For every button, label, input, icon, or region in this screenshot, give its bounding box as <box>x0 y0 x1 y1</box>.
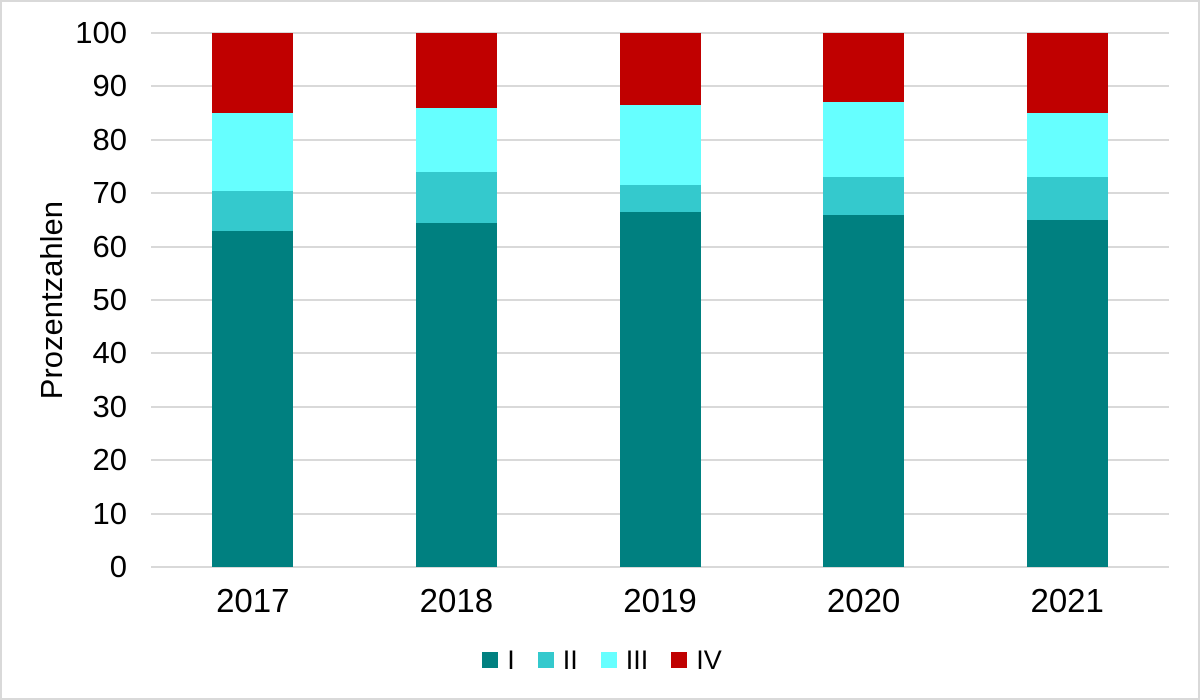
bar-2018-segment-IV <box>415 33 497 108</box>
legend-item-IV: IV <box>671 645 722 675</box>
x-axis-line <box>151 566 1169 568</box>
bar-2021-segment-IV <box>1026 33 1108 113</box>
legend-label-I: I <box>507 645 515 675</box>
bar-2017-segment-I <box>212 231 294 567</box>
bar-2017-segment-III <box>212 113 294 191</box>
legend-item-II: II <box>537 645 578 675</box>
bar-2020-segment-IV <box>823 33 905 102</box>
y-tick-label-40: 40 <box>92 335 127 370</box>
bar-2019-segment-II <box>619 185 701 212</box>
bar-2020-segment-I <box>823 215 905 567</box>
bar-2017-segment-II <box>212 191 294 231</box>
bar-2017-segment-IV <box>212 33 294 113</box>
y-tick-label-10: 10 <box>92 496 127 531</box>
y-tick-label-60: 60 <box>92 229 127 264</box>
bar-2020-segment-II <box>823 177 905 215</box>
x-tick-label-2021: 2021 <box>1030 582 1104 619</box>
bar-2019-segment-I <box>619 212 701 567</box>
bar-2021-segment-II <box>1026 177 1108 220</box>
y-tick-label-70: 70 <box>92 175 127 210</box>
bar-2019-segment-III <box>619 105 701 185</box>
legend: I II III IV <box>2 643 1198 677</box>
y-tick-label-0: 0 <box>109 549 127 584</box>
legend-item-III: III <box>600 645 649 675</box>
legend-label-III: III <box>625 645 649 675</box>
legend-swatch-IV <box>671 652 688 668</box>
x-tick-label-2018: 2018 <box>419 582 494 619</box>
y-tick-label-30: 30 <box>92 389 127 424</box>
legend-swatch-III <box>600 652 617 668</box>
legend-swatch-I <box>482 652 499 668</box>
bar-2018-segment-II <box>415 172 497 223</box>
y-tick-label-20: 20 <box>92 442 127 477</box>
legend-item-I: I <box>482 645 515 675</box>
legend-label-II: II <box>562 645 578 675</box>
y-tick-label-100: 100 <box>75 15 127 50</box>
x-tick-label-2020: 2020 <box>826 582 901 619</box>
y-tick-label-50: 50 <box>92 282 127 317</box>
x-tick-label-2017: 2017 <box>216 582 290 619</box>
bar-2018-segment-I <box>415 223 497 567</box>
bar-2021-segment-I <box>1026 220 1108 567</box>
legend-label-IV: IV <box>696 645 722 675</box>
bar-2020-segment-III <box>823 102 905 177</box>
bar-2019-segment-IV <box>619 33 701 105</box>
bar-2018-segment-III <box>415 108 497 172</box>
legend-swatch-II <box>537 652 554 668</box>
bar-2021-segment-III <box>1026 113 1108 177</box>
x-tick-label-2019: 2019 <box>623 582 697 619</box>
y-tick-label-80: 80 <box>92 122 127 157</box>
y-tick-label-90: 90 <box>92 68 127 103</box>
